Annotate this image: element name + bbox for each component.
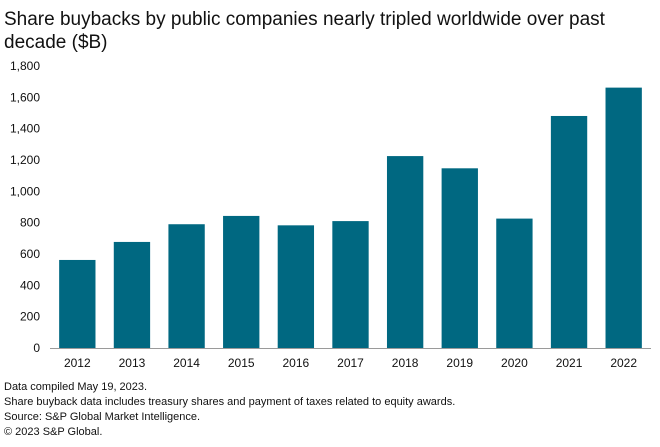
bar-2017 <box>332 221 369 348</box>
x-tick-label: 2019 <box>446 356 473 370</box>
x-axis: 2012 2013 2014 2015 2016 2017 2018 2019 2020 2021… <box>50 348 651 370</box>
x-tick-label: 2021 <box>556 356 583 370</box>
y-tick-label: 1,200 <box>10 153 40 167</box>
bar-2013 <box>113 241 151 348</box>
chart-title: Share buybacks by public companies nearl… <box>4 9 605 53</box>
bar-2012 <box>59 259 96 348</box>
y-axis: 0 200 400 600 800 1,000 1,200 1,400 1,600 1,800 <box>10 59 40 355</box>
footnote-date: Data compiled May 19, 2023. <box>4 381 148 393</box>
x-tick-label: 2012 <box>64 356 91 370</box>
footnote-source: Source: S&P Global Market Intelligence. <box>4 411 201 423</box>
x-tick-label: 2014 <box>173 356 200 370</box>
bars <box>59 87 642 349</box>
x-tick-label: 2017 <box>337 356 364 370</box>
y-tick-label: 800 <box>20 216 40 230</box>
bar-2014 <box>168 224 205 348</box>
y-tick-label: 1,000 <box>10 184 40 198</box>
y-tick-label: 0 <box>33 341 40 355</box>
x-tick-label: 2015 <box>228 356 255 370</box>
y-tick-label: 200 <box>20 310 40 324</box>
footnote-definition: Share buyback data includes treasury sha… <box>4 396 456 408</box>
footnotes: Data compiled May 19, 2023. Share buybac… <box>4 380 455 440</box>
bar-2015 <box>223 215 260 348</box>
y-tick-label: 1,400 <box>10 122 40 136</box>
x-tick-label: 2020 <box>501 356 528 370</box>
bar-2016 <box>277 225 315 348</box>
bar-2022 <box>605 87 642 349</box>
bar-2018 <box>386 156 424 348</box>
x-tick-label: 2022 <box>610 356 637 370</box>
y-tick-label: 1,800 <box>10 59 40 73</box>
y-tick-label: 1,600 <box>10 90 40 104</box>
bar-2020 <box>496 218 533 348</box>
y-tick-label: 600 <box>20 247 40 261</box>
y-tick-label: 400 <box>20 278 40 292</box>
bar-2021 <box>550 115 588 348</box>
x-tick-label: 2016 <box>283 356 310 370</box>
footnote-copyright: © 2023 S&P Global. <box>4 426 103 438</box>
x-tick-label: 2013 <box>119 356 146 370</box>
x-tick-label: 2018 <box>392 356 419 370</box>
bar-2019 <box>441 168 478 348</box>
